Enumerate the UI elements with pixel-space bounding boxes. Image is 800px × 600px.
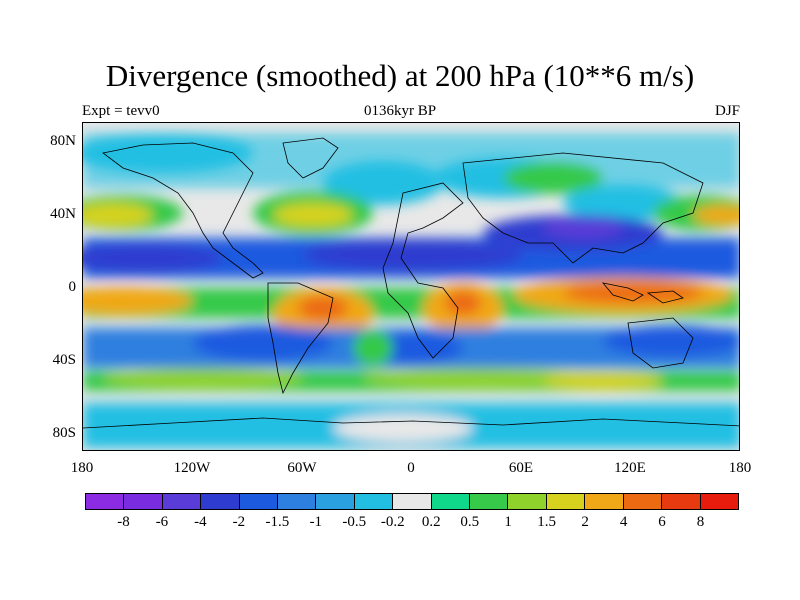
colorbar-tick-label: -6 — [155, 514, 169, 530]
experiment-label: Expt = tevv0 — [82, 103, 160, 119]
lat-label-0: 0 — [68, 279, 77, 295]
colorbar-box — [470, 494, 509, 509]
colorbar-box — [316, 494, 355, 509]
colorbar-box — [585, 494, 624, 509]
colorbar — [85, 493, 739, 510]
divergence-map — [82, 122, 740, 451]
lon-label-60w: 60W — [287, 460, 317, 476]
colorbar-tick-label: -1.5 — [265, 514, 290, 530]
season-label: DJF — [714, 103, 740, 119]
lon-label-180-east: 180 — [728, 460, 752, 476]
colorbar-tick-label: -8 — [117, 514, 130, 530]
colorbar-tick-label: 0.2 — [421, 514, 441, 530]
lon-label-180-west: 180 — [70, 460, 94, 476]
divergence-field — [83, 133, 739, 448]
colorbar-box — [124, 494, 163, 509]
colorbar-box — [393, 494, 432, 509]
colorbar-box — [662, 494, 701, 509]
colorbar-box — [508, 494, 547, 509]
lon-label-0: 0 — [407, 460, 415, 476]
colorbar-tick-label: 4 — [619, 514, 628, 530]
colorbar-box — [201, 494, 240, 509]
lat-label-80n: 80N — [50, 133, 76, 149]
colorbar-tick-label: 1 — [504, 514, 512, 530]
colorbar-box — [546, 494, 586, 509]
colorbar-tick-label: 2 — [581, 514, 589, 530]
coastlines — [83, 137, 739, 429]
colorbar-tick-label: -2 — [232, 514, 246, 530]
colorbar-box — [162, 494, 202, 509]
lon-label-120w: 120W — [173, 460, 211, 476]
colorbar-box — [86, 494, 125, 509]
lat-label-40n: 40N — [50, 206, 76, 222]
lon-label-60e: 60E — [508, 460, 534, 476]
lat-label-40s: 40S — [52, 352, 76, 368]
colorbar-tick-label: 0.5 — [460, 514, 480, 530]
colorbar-tick-label: 8 — [696, 514, 705, 530]
colorbar-tick-label: 1.5 — [537, 514, 557, 530]
colorbar-box — [278, 494, 317, 509]
colorbar-box — [431, 494, 471, 509]
colorbar-tick-label: -4 — [194, 514, 207, 530]
divergence-contours — [83, 133, 739, 448]
lon-label-120e: 120E — [614, 460, 646, 476]
colorbar-tick-label: -0.2 — [380, 514, 405, 530]
colorbar-box — [239, 494, 279, 509]
colorbar-tick-label: 6 — [658, 514, 666, 530]
colorbar-box — [354, 494, 394, 509]
colorbar-tick-label: -0.5 — [342, 514, 367, 530]
map-title: Divergence (smoothed) at 200 hPa (10**6 … — [105, 58, 695, 93]
lat-label-80s: 80S — [52, 425, 76, 441]
colorbar-box — [623, 494, 663, 509]
colorbar-box — [700, 494, 738, 509]
period-label: 0136kyr BP — [363, 103, 437, 119]
colorbar-tick-label: -1 — [309, 514, 323, 530]
